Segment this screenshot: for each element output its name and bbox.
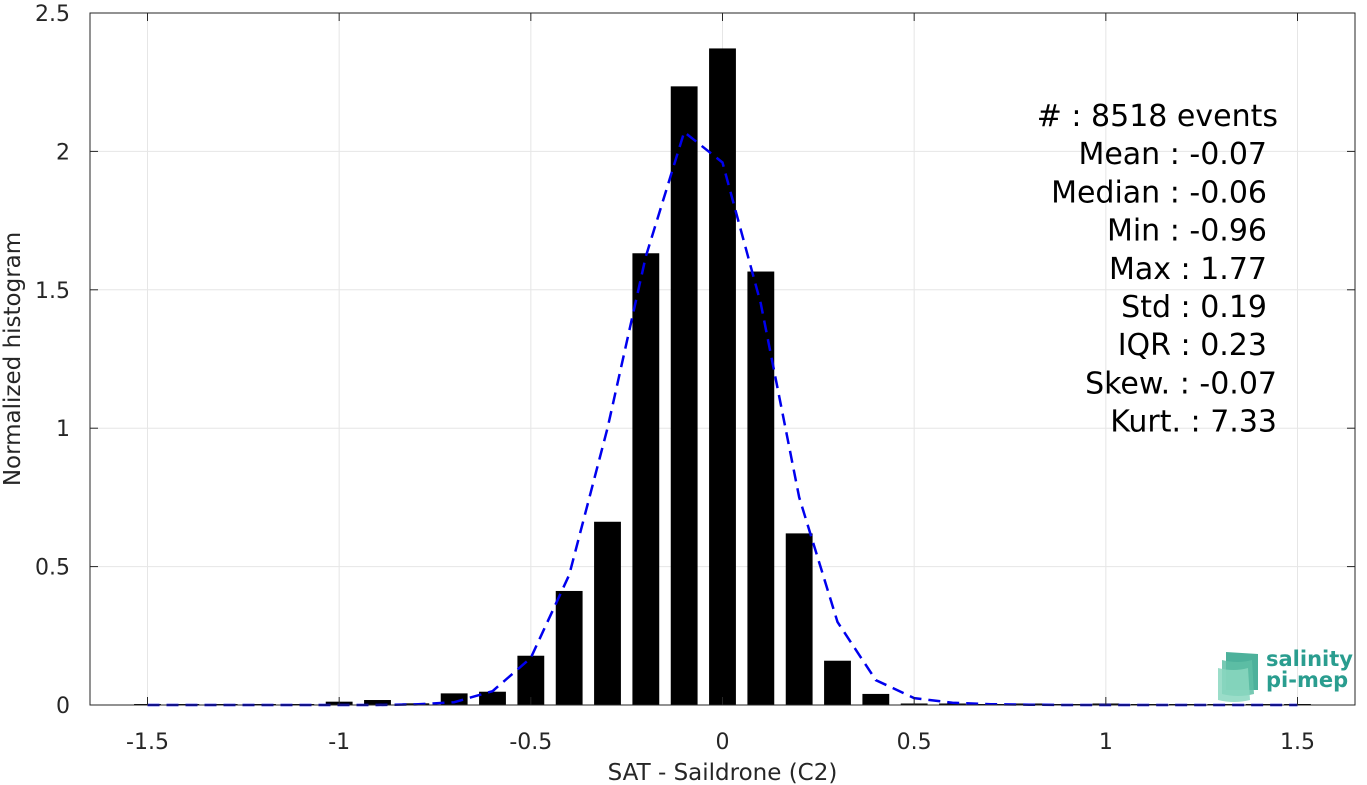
stat-line: Std : 0.19 — [1121, 290, 1267, 325]
histogram-bar — [555, 590, 583, 705]
x-tick-label: 0 — [716, 730, 730, 755]
histogram-bar — [479, 691, 506, 705]
x-axis-label: SAT - Saildrone (C2) — [608, 760, 838, 785]
histogram-bar — [517, 655, 545, 705]
histogram-bar — [632, 253, 660, 706]
x-tick-label: -0.5 — [509, 730, 552, 755]
histogram-bar — [862, 693, 890, 705]
stat-line: Median : -0.06 — [1051, 175, 1267, 210]
x-tick-label: -1 — [328, 730, 350, 755]
y-tick-label: 0 — [56, 694, 70, 719]
logo-text-line2: pi-mep — [1266, 668, 1348, 692]
y-tick-label: 1 — [56, 417, 70, 442]
y-tick-label: 0.5 — [35, 556, 70, 581]
stat-line: IQR : 0.23 — [1118, 328, 1267, 363]
stat-line: Mean : -0.07 — [1078, 137, 1267, 172]
logo-text-line1: salinity — [1266, 647, 1353, 671]
y-tick-label: 1.5 — [35, 279, 70, 304]
histogram-bar — [939, 703, 966, 705]
stat-line: # : 8518 events — [1037, 99, 1278, 134]
wave-logo-icon — [1218, 652, 1258, 702]
y-tick-label: 2.5 — [35, 2, 70, 27]
histogram-bar — [824, 660, 851, 705]
histogram-bar — [594, 521, 621, 705]
x-axis-ticks: -1.5 -1 -0.5 0 0.5 1 1.5 — [126, 13, 1315, 755]
stat-line: Kurt. : 7.33 — [1110, 405, 1277, 440]
histogram-bar — [670, 86, 698, 706]
histogram-bar — [747, 271, 775, 705]
y-tick-label: 2 — [56, 140, 70, 165]
x-tick-label: 1.5 — [1280, 730, 1315, 755]
stat-line: Max : 1.77 — [1109, 252, 1267, 287]
y-axis-label: Normalized histogram — [0, 232, 26, 486]
salinity-pi-mep-logo: salinity pi-mep — [1218, 647, 1353, 702]
y-axis-ticks: 0 0.5 1 1.5 2 2.5 — [35, 2, 1355, 719]
histogram-bar — [440, 693, 468, 705]
x-tick-label: 0.5 — [897, 730, 932, 755]
stat-line: Skew. : -0.07 — [1085, 366, 1277, 401]
x-tick-label: -1.5 — [126, 730, 169, 755]
histogram-bar — [364, 700, 391, 705]
x-tick-label: 1 — [1099, 730, 1113, 755]
histogram-bar — [709, 48, 736, 705]
stat-line: Min : -0.96 — [1107, 214, 1267, 249]
histogram-bar — [785, 533, 813, 705]
